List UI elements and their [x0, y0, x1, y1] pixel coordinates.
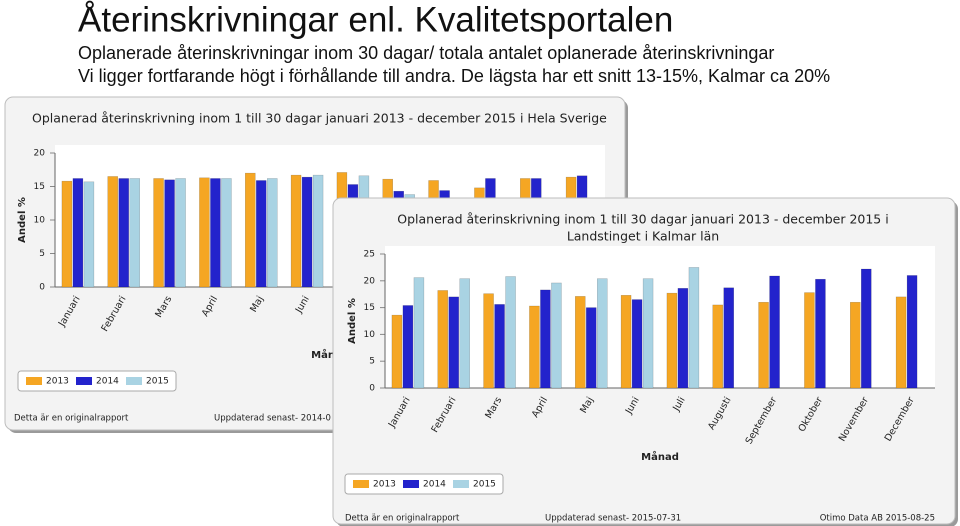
footer-text: Otimo Data AB 2015-08-25: [820, 514, 935, 524]
y-tick-label: 10: [34, 216, 46, 226]
bar: [437, 290, 448, 389]
bar: [290, 174, 302, 288]
bar: [666, 292, 678, 389]
footer-text: Detta är en originalrapport: [14, 414, 129, 424]
y-tick-label: 5: [39, 249, 45, 259]
legend-swatch: [76, 377, 92, 385]
bar: [575, 296, 586, 389]
legend-box: [17, 370, 177, 392]
bar: [118, 178, 129, 288]
bar: [61, 180, 73, 288]
bar: [129, 178, 140, 288]
legend-swatch: [453, 480, 469, 488]
y-tick-label: 0: [369, 384, 375, 394]
bar: [804, 292, 815, 389]
bar: [895, 296, 907, 389]
bar: [483, 293, 494, 389]
legend-label: 2014: [96, 377, 119, 387]
legend-swatch: [403, 480, 419, 488]
bar: [769, 275, 780, 389]
bar: [597, 278, 608, 389]
footer-text: Detta är en originalrapport: [345, 514, 460, 524]
bar: [712, 304, 723, 389]
bar: [688, 267, 700, 389]
y-tick-label: 0: [39, 283, 45, 293]
bar: [758, 301, 769, 389]
legend-label: 2015: [473, 480, 496, 490]
bar: [175, 178, 186, 288]
bar: [413, 277, 425, 389]
bar: [107, 176, 118, 288]
bar: [529, 305, 540, 389]
slide-line: Oplanerade återinskrivningar inom 30 dag…: [78, 43, 774, 63]
bar: [72, 178, 84, 288]
bar: [164, 179, 175, 288]
legend-box: [344, 473, 504, 495]
bar: [906, 275, 918, 389]
bar: [494, 304, 505, 389]
footer-text: Uppdaterad senast- 2014-0: [214, 414, 331, 424]
legend-swatch: [353, 480, 369, 488]
bar: [312, 174, 324, 288]
legend-swatch: [26, 377, 42, 385]
bar: [459, 278, 470, 389]
bar: [83, 181, 95, 288]
legend-swatch: [126, 377, 142, 385]
legend-label: 2013: [46, 377, 69, 387]
y-tick-label: 15: [364, 303, 375, 313]
bar: [199, 177, 210, 288]
bar: [642, 278, 654, 389]
bar: [620, 295, 632, 389]
chart-title: Oplanerad återinskrivning inom 1 till 30…: [32, 111, 607, 126]
bar: [256, 180, 267, 288]
y-tick-label: 20: [364, 276, 376, 286]
bar: [723, 287, 734, 389]
chart-title: Oplanerad återinskrivning inom 1 till 30…: [397, 212, 888, 227]
slide-line: Vi ligger fortfarande högt i förhållande…: [78, 66, 830, 86]
bar: [153, 178, 164, 288]
bar: [267, 178, 278, 288]
bar: [391, 314, 403, 389]
y-axis-label: Andel %: [17, 197, 28, 243]
bar: [677, 288, 689, 389]
bar: [586, 307, 597, 389]
y-tick-label: 20: [34, 149, 46, 159]
x-axis-label: Månad: [641, 450, 679, 463]
bar: [540, 289, 551, 389]
chart-title: Landstinget i Kalmar län: [567, 229, 719, 244]
bar: [221, 178, 232, 288]
y-axis-label: Andel %: [347, 298, 358, 344]
bar: [402, 305, 414, 389]
chart: Oplanerad återinskrivning inom 1 till 30…: [332, 197, 958, 526]
y-tick-label: 10: [364, 330, 376, 340]
bar: [301, 176, 313, 288]
y-tick-label: 25: [364, 250, 375, 260]
bar: [210, 178, 221, 288]
legend-label: 2014: [423, 480, 446, 490]
bar: [551, 282, 562, 389]
bar: [245, 172, 256, 288]
bar: [505, 276, 516, 389]
bar: [815, 278, 826, 389]
bar: [850, 301, 861, 389]
y-tick-label: 15: [34, 182, 45, 192]
footer-text: Uppdaterad senast- 2015-07-31: [545, 514, 681, 524]
bar: [448, 296, 459, 389]
slide-title: Återinskrivningar enl. Kvalitetsportalen: [78, 0, 673, 39]
bar: [631, 299, 643, 389]
y-tick-label: 5: [369, 357, 375, 367]
bar: [861, 268, 872, 389]
plot-area: [385, 246, 935, 388]
legend-label: 2013: [373, 480, 396, 490]
legend-label: 2015: [146, 377, 169, 387]
